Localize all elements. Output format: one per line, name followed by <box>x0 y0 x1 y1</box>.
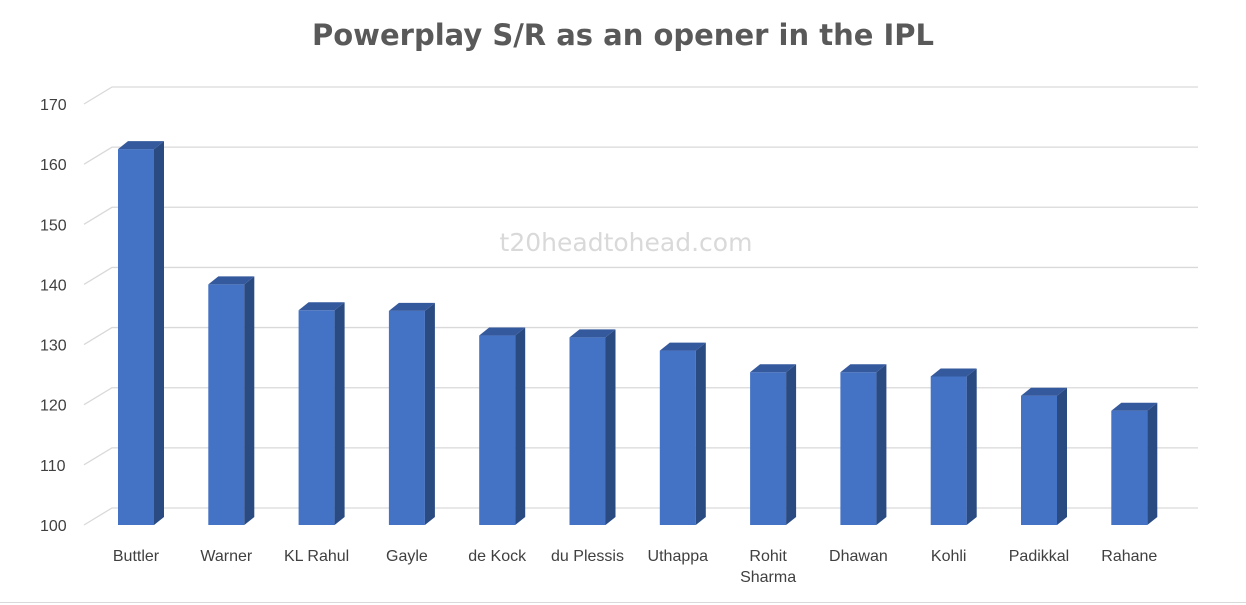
bar-gayle <box>388 302 435 525</box>
x-axis-labels: Buttler Warner KL Rahul Gayle de Kock du Ples… <box>113 548 1158 586</box>
x-label-line: Sharma <box>740 569 796 586</box>
x-label-du-plessis: du Plessis <box>551 548 624 565</box>
bar-top <box>208 276 255 285</box>
bar-dhawan <box>840 364 887 525</box>
bar-top <box>298 302 345 311</box>
bars <box>118 141 1158 525</box>
y-tick-label-100: 100 <box>40 518 67 535</box>
bar-front <box>118 149 154 525</box>
x-label-padikkal: Padikkal <box>1009 548 1069 565</box>
bar-front <box>569 337 606 525</box>
bar-kl-rahul <box>298 302 345 525</box>
bar-front <box>659 350 696 525</box>
bar-side <box>966 368 977 525</box>
gridlines <box>83 86 1198 526</box>
bar-top <box>388 302 435 311</box>
bar-side <box>786 364 797 525</box>
y-tick-label-170: 170 <box>40 97 67 114</box>
bar-warner <box>208 276 255 525</box>
gridline-110 <box>83 447 1198 466</box>
gridline-170 <box>83 86 1198 105</box>
x-label-gayle: Gayle <box>386 548 428 565</box>
x-label-kl-rahul: KL Rahul <box>284 548 349 565</box>
gridline-100 <box>83 507 1198 526</box>
bar-side <box>244 276 255 525</box>
bar-side <box>515 327 526 525</box>
x-label-uthappa: Uthappa <box>648 548 709 565</box>
x-label-warner: Warner <box>200 548 253 565</box>
bar-top <box>750 364 797 373</box>
gridline-130 <box>83 326 1198 346</box>
x-label-buttler: Buttler <box>113 548 160 565</box>
bar-top <box>840 364 887 373</box>
y-tick-label-120: 120 <box>40 398 67 415</box>
bottom-divider <box>0 602 1246 603</box>
y-tick-label-130: 130 <box>40 338 67 355</box>
gridline-140 <box>83 266 1198 285</box>
y-tick-label-160: 160 <box>40 157 67 174</box>
bar-top <box>659 342 706 351</box>
x-label-rahane: Rahane <box>1101 548 1157 565</box>
chart-title: Powerplay S/R as an opener in the IPL <box>312 18 934 52</box>
bar-top <box>479 327 526 336</box>
bar-front <box>298 310 335 525</box>
y-tick-label-110: 110 <box>40 458 66 475</box>
bar-uthappa <box>659 342 706 525</box>
bar-front <box>840 372 877 525</box>
bar-buttler <box>118 141 164 525</box>
y-axis-ticks: 100 110 120 130 140 150 160 170 <box>40 97 67 535</box>
bar-rahane <box>1111 402 1158 525</box>
bar-side <box>334 302 345 525</box>
bar-de-kock <box>479 327 526 525</box>
gridline-120 <box>83 387 1198 406</box>
bar-top <box>930 368 977 377</box>
bar-side <box>695 342 706 525</box>
bar-top <box>569 329 616 338</box>
bar-padikkal <box>1021 387 1067 525</box>
bar-side <box>605 329 616 525</box>
bar-top <box>1111 402 1158 411</box>
x-label-rohit-sharma: Rohit Sharma <box>740 548 796 586</box>
bar-side <box>1147 402 1158 525</box>
bar-side <box>876 364 887 525</box>
bar-rohit-sharma <box>750 364 797 525</box>
y-tick-label-140: 140 <box>40 277 67 294</box>
x-label-de-kock: de Kock <box>468 548 527 565</box>
gridline-160 <box>83 146 1198 165</box>
bar-front <box>388 310 425 525</box>
watermark: t20headtohead.com <box>500 228 753 257</box>
bar-front <box>479 335 516 525</box>
bar-front <box>1021 395 1057 525</box>
bar-front <box>930 376 967 525</box>
bar-side <box>1057 387 1067 525</box>
x-label-dhawan: Dhawan <box>829 548 888 565</box>
bar-front <box>1111 410 1148 525</box>
bar-side <box>424 302 435 525</box>
bar-top <box>118 141 164 150</box>
bar-front <box>208 284 245 525</box>
bar-side <box>154 141 164 525</box>
bar-front <box>750 372 787 525</box>
gridline-150 <box>83 206 1198 225</box>
x-label-kohli: Kohli <box>931 548 967 565</box>
x-label-line: Rohit <box>749 548 787 565</box>
bar-du-plessis <box>569 329 616 525</box>
bar-top <box>1021 387 1067 396</box>
bar-kohli <box>930 368 977 525</box>
y-tick-label-150: 150 <box>40 217 67 234</box>
